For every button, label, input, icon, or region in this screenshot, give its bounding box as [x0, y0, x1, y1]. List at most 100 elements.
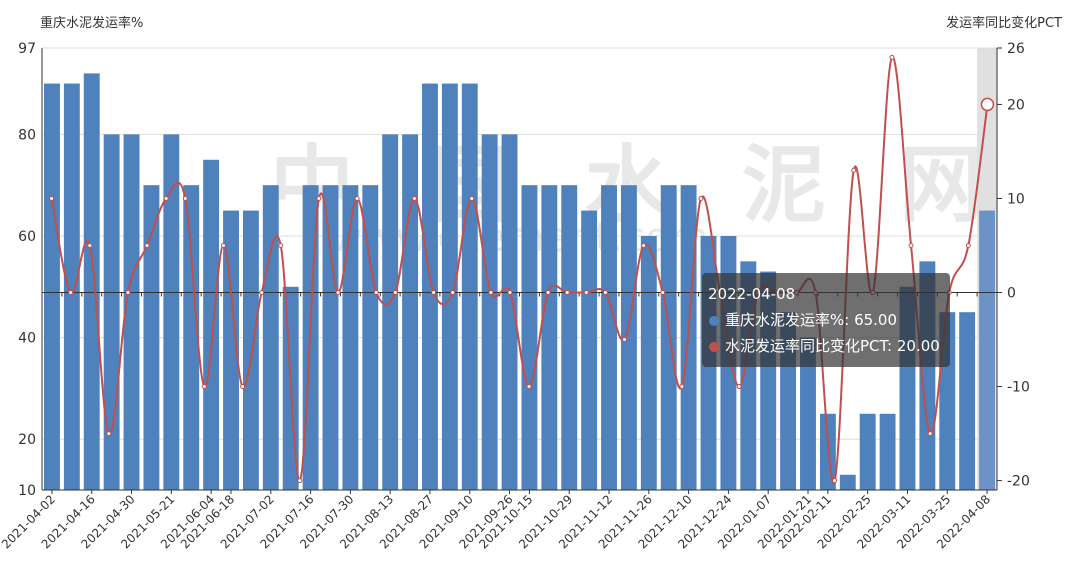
line-point	[698, 195, 704, 201]
line-point	[927, 431, 933, 437]
line-point	[641, 242, 647, 248]
line-point	[278, 242, 284, 248]
bar	[541, 185, 558, 490]
line-point	[201, 384, 207, 390]
line-point-active	[980, 97, 995, 112]
bar	[362, 185, 379, 490]
bar	[422, 83, 438, 490]
left-axis-title: 重庆水泥发运率%	[40, 16, 144, 31]
tooltip-row-line: 水泥发运率同比变化PCT: 20.00	[708, 333, 940, 359]
bar	[581, 210, 598, 490]
line-point	[68, 290, 74, 296]
line-point	[469, 195, 475, 201]
bar	[262, 185, 279, 490]
bar	[103, 134, 120, 491]
left-tick-label: 40	[18, 331, 36, 347]
line-point	[545, 290, 551, 296]
line-point	[259, 290, 265, 296]
line-point	[182, 195, 188, 201]
line-point	[220, 242, 226, 248]
bar	[44, 83, 60, 490]
bar	[620, 185, 637, 490]
bar	[979, 210, 995, 490]
line-point	[851, 167, 857, 173]
line-point	[163, 195, 169, 201]
tooltip-date: 2022-04-08	[708, 285, 796, 303]
right-tick-label: 26	[1007, 41, 1025, 57]
line-point	[507, 290, 513, 296]
bar	[382, 134, 399, 491]
line-point	[392, 290, 398, 296]
line-point	[526, 384, 532, 390]
line-point	[431, 290, 437, 296]
bar	[481, 134, 498, 491]
right-axis-title: 发运率同比变化PCT	[946, 16, 1062, 31]
right-tick-label: 10	[1007, 191, 1025, 207]
right-tick-label: -20	[1007, 474, 1030, 490]
line-point	[87, 242, 93, 248]
bar	[501, 134, 518, 491]
line-point	[125, 290, 131, 296]
line-point	[373, 290, 379, 296]
bar	[839, 474, 856, 490]
line-point	[679, 384, 685, 390]
line-point	[411, 195, 417, 201]
left-tick-label: 20	[18, 432, 36, 448]
bar	[143, 185, 160, 490]
bar	[183, 185, 200, 490]
right-tick-label: 20	[1007, 97, 1025, 113]
line-point	[908, 242, 914, 248]
bar	[203, 159, 220, 490]
line-point	[889, 54, 895, 60]
line-series-dot-icon	[709, 341, 719, 352]
line-point	[49, 195, 55, 201]
bar	[342, 185, 359, 490]
bar	[859, 413, 876, 490]
bar	[322, 185, 339, 490]
line-point	[832, 478, 838, 484]
line-point	[602, 290, 608, 296]
line-point	[583, 290, 589, 296]
line-point	[660, 290, 666, 296]
line-point	[144, 242, 150, 248]
left-tick-label: 10	[18, 483, 36, 499]
tooltip-row-bar: 重庆水泥发运率%: 65.00	[708, 307, 940, 333]
tooltip-bar-value: 重庆水泥发运率%: 65.00	[725, 311, 898, 329]
line-point	[297, 478, 303, 484]
line-point	[564, 290, 570, 296]
right-tick-label: -10	[1007, 380, 1030, 396]
line-series	[50, 56, 989, 484]
bar-series-dot-icon	[709, 315, 719, 326]
line-point	[240, 384, 246, 390]
left-tick-label: 80	[18, 127, 36, 143]
bar	[242, 210, 259, 490]
left-tick-label: 60	[18, 229, 36, 245]
tooltip-line-value: 水泥发运率同比变化PCT: 20.00	[725, 337, 940, 355]
bar	[83, 73, 100, 491]
bar	[601, 185, 617, 490]
bar	[959, 312, 976, 490]
right-tick-label: 0	[1007, 286, 1016, 302]
line-point	[736, 384, 742, 390]
bar	[461, 83, 478, 490]
bar	[660, 185, 677, 490]
bar	[521, 185, 538, 490]
bar	[163, 134, 180, 491]
line-point	[488, 290, 494, 296]
line-point	[316, 195, 322, 201]
line-point	[450, 290, 456, 296]
line-point	[354, 195, 360, 201]
line-point	[622, 337, 628, 343]
line-point	[335, 290, 341, 296]
bar	[800, 337, 816, 490]
tooltip: 2022-04-08 重庆水泥发运率%: 65.00 水泥发运率同比变化PCT:…	[702, 273, 950, 367]
bar	[402, 134, 419, 491]
bar	[223, 210, 239, 490]
bar	[441, 83, 458, 490]
bar	[879, 413, 896, 490]
bar	[63, 83, 80, 490]
line-point	[106, 431, 112, 437]
bar	[640, 235, 657, 490]
left-tick-label: 97	[18, 41, 36, 57]
bar	[561, 185, 578, 490]
